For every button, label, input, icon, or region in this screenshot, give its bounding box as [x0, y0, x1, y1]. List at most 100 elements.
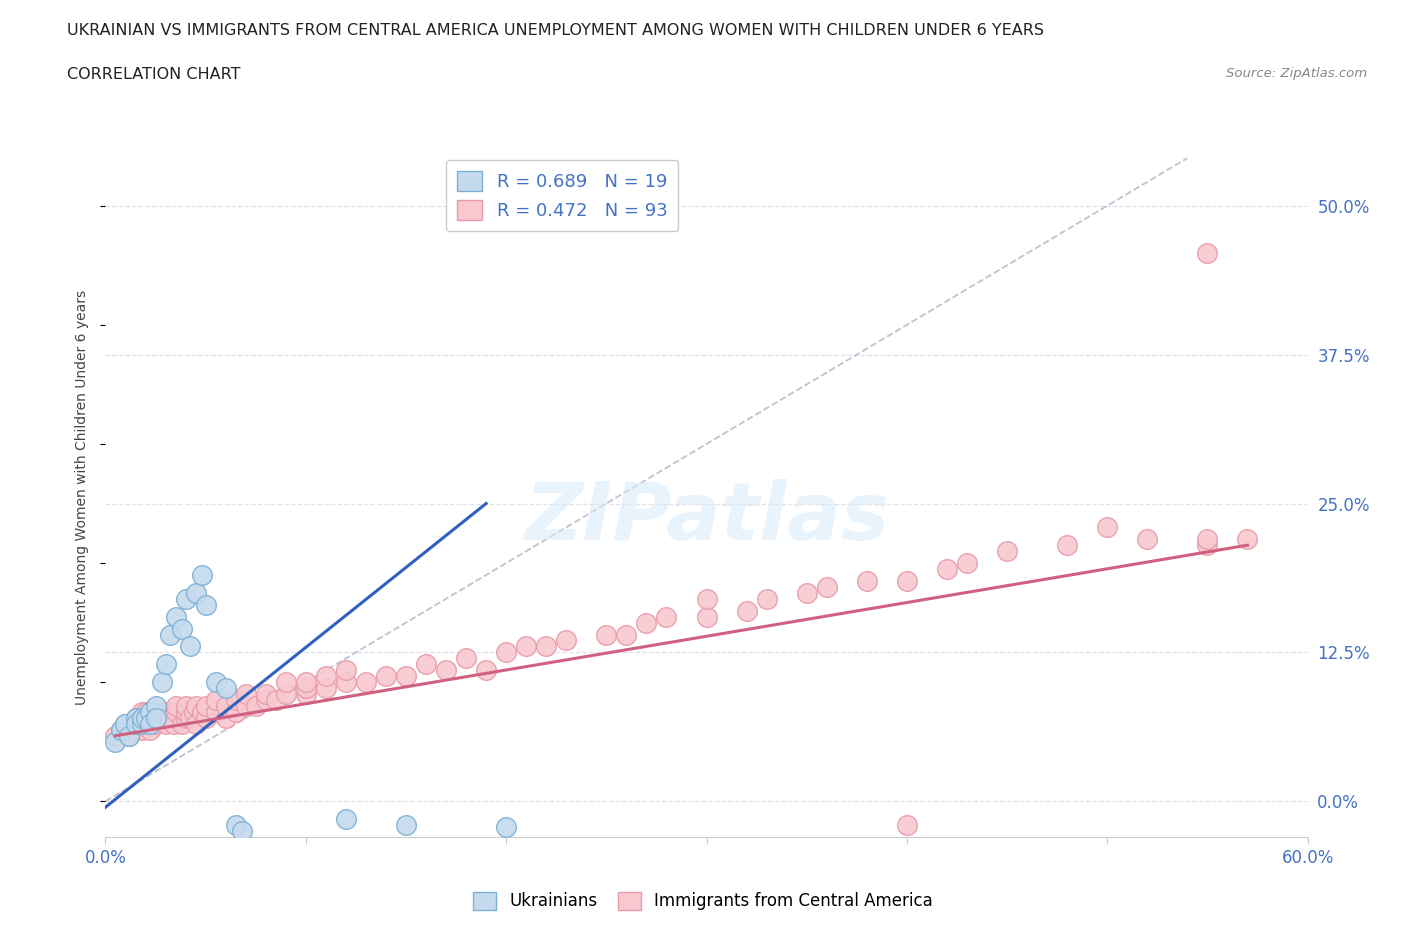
Point [142, 711, 165, 725]
Point [245, 698, 267, 713]
Point [194, 711, 217, 725]
Point [131, 711, 153, 725]
Point [104, 728, 127, 743]
Point [179, 711, 201, 725]
Point [190, 705, 212, 720]
Point [295, 686, 318, 701]
Point [145, 711, 167, 725]
Point [124, 716, 146, 731]
Point [150, 705, 173, 720]
Point [135, 716, 157, 731]
Point [124, 711, 146, 725]
Point [104, 735, 127, 750]
Point [534, 639, 557, 654]
Point [254, 686, 277, 701]
Point [183, 705, 205, 720]
Point [995, 544, 1018, 559]
Point [145, 705, 167, 720]
Point [335, 663, 357, 678]
Point [755, 591, 778, 606]
Point [855, 574, 877, 589]
Point [162, 716, 184, 731]
Point [190, 567, 212, 582]
Point [274, 675, 297, 690]
Point [131, 705, 153, 720]
Point [165, 698, 187, 713]
Point [138, 716, 160, 731]
Point [179, 639, 201, 654]
Point [204, 675, 226, 690]
Point [214, 711, 236, 725]
Point [194, 698, 217, 713]
Point [155, 705, 177, 720]
Point [225, 817, 247, 832]
Point [495, 820, 517, 835]
Text: ZIPatlas: ZIPatlas [524, 479, 889, 557]
Point [315, 669, 337, 684]
Point [335, 812, 357, 827]
Point [616, 627, 638, 642]
Point [636, 615, 658, 630]
Point [495, 644, 517, 659]
Point [110, 723, 132, 737]
Point [146, 711, 169, 725]
Point [555, 633, 578, 648]
Point [138, 723, 160, 737]
Point [735, 604, 758, 618]
Point [184, 716, 207, 731]
Point [896, 817, 918, 832]
Point [225, 705, 247, 720]
Point [796, 585, 818, 600]
Point [118, 728, 141, 743]
Point [264, 693, 287, 708]
Point [135, 705, 157, 720]
Text: Source: ZipAtlas.com: Source: ZipAtlas.com [1226, 67, 1367, 80]
Point [110, 723, 132, 737]
Point [395, 817, 418, 832]
Point [145, 716, 167, 731]
Point [225, 693, 247, 708]
Point [194, 597, 217, 612]
Point [415, 657, 437, 671]
Point [295, 675, 318, 690]
Point [454, 651, 477, 666]
Point [1136, 532, 1159, 547]
Point [131, 723, 153, 737]
Point [235, 698, 257, 713]
Point [896, 574, 918, 589]
Point [1197, 538, 1219, 552]
Point [159, 627, 181, 642]
Y-axis label: Unemployment Among Women with Children Under 6 years: Unemployment Among Women with Children U… [76, 290, 90, 705]
Point [204, 693, 226, 708]
Point [135, 711, 157, 725]
Point [956, 555, 979, 570]
Point [165, 609, 187, 624]
Point [395, 669, 418, 684]
Point [114, 716, 136, 731]
Point [475, 663, 498, 678]
Point [184, 698, 207, 713]
Point [515, 639, 537, 654]
Point [214, 681, 236, 696]
Point [1056, 538, 1078, 552]
Point [184, 585, 207, 600]
Point [155, 716, 177, 731]
Legend: Ukrainians, Immigrants from Central America: Ukrainians, Immigrants from Central Amer… [467, 885, 939, 917]
Point [354, 675, 377, 690]
Point [1236, 532, 1258, 547]
Point [374, 669, 398, 684]
Point [135, 711, 157, 725]
Point [131, 716, 153, 731]
Point [145, 698, 167, 713]
Point [655, 609, 678, 624]
Point [1197, 246, 1219, 260]
Point [214, 698, 236, 713]
Point [295, 681, 318, 696]
Point [1097, 520, 1119, 535]
Point [1197, 532, 1219, 547]
Point [815, 579, 838, 594]
Point [204, 705, 226, 720]
Point [315, 681, 337, 696]
Point [159, 711, 181, 725]
Point [155, 657, 177, 671]
